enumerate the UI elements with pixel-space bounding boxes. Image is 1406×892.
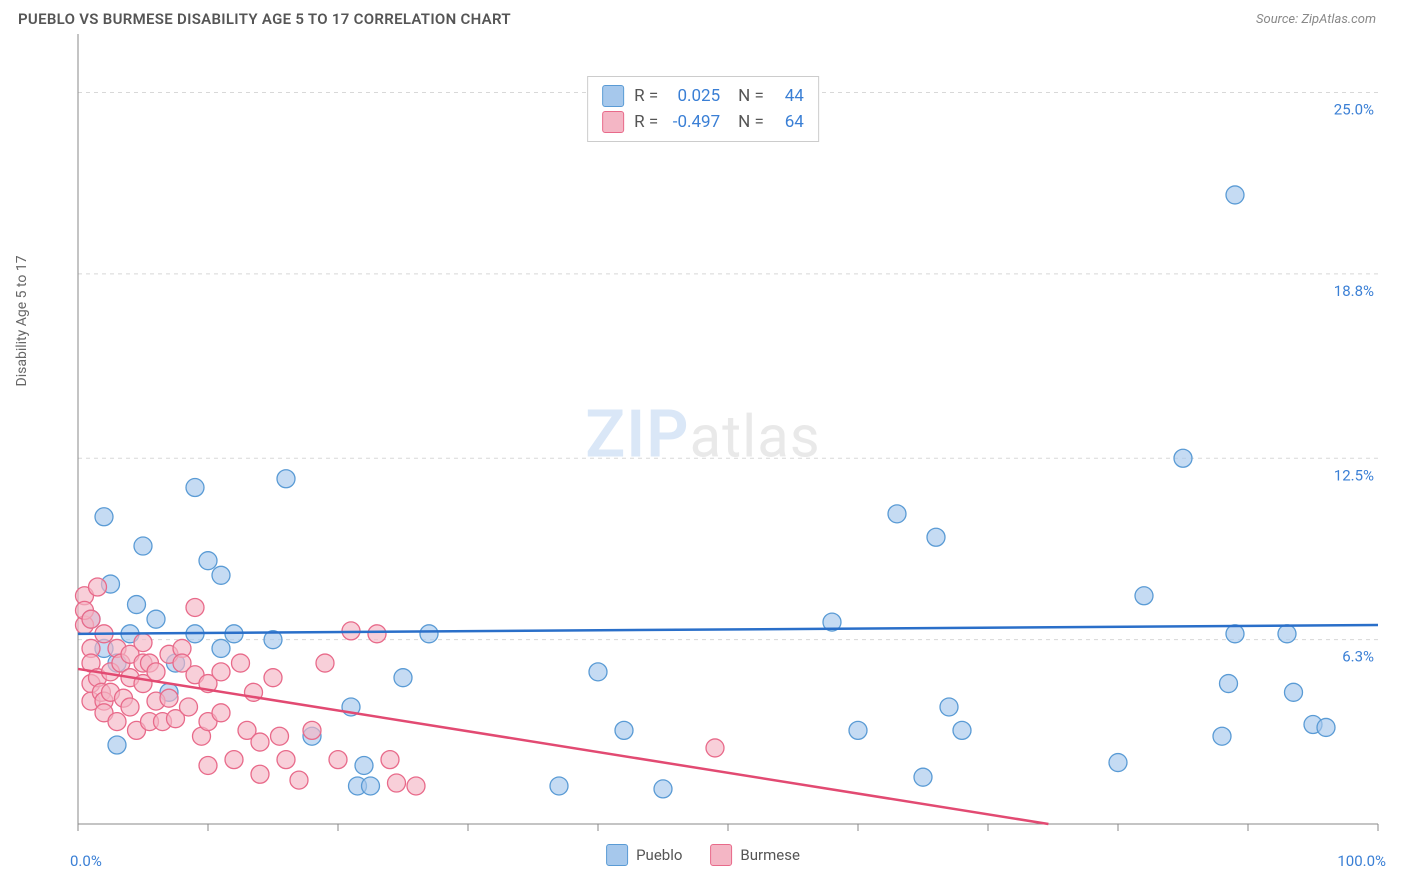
- data-point: [589, 663, 607, 681]
- data-point: [654, 780, 672, 798]
- legend-swatch: [602, 85, 624, 107]
- stats-row: R = 0.025 N = 44: [602, 83, 804, 109]
- data-point: [1278, 625, 1296, 643]
- scatter-plot-svg: 6.3% 12.5% 18.8% 25.0%: [18, 34, 1388, 854]
- data-point: [303, 721, 321, 739]
- data-point: [82, 610, 100, 628]
- data-point: [108, 713, 126, 731]
- stat-n-value: 64: [774, 112, 804, 132]
- data-point: [849, 721, 867, 739]
- data-point: [888, 505, 906, 523]
- data-point: [271, 727, 289, 745]
- correlation-stats-box: R = 0.025 N = 44 R = -0.497 N = 64: [587, 76, 819, 142]
- y-axis-label: Disability Age 5 to 17: [14, 255, 30, 386]
- data-point: [368, 625, 386, 643]
- data-point: [420, 625, 438, 643]
- data-point: [394, 669, 412, 687]
- x-axis-max-label: 100.0%: [1337, 852, 1386, 870]
- data-point: [147, 610, 165, 628]
- data-point: [212, 639, 230, 657]
- data-point: [407, 777, 425, 795]
- y-tick-label: 12.5%: [1334, 466, 1374, 484]
- data-point: [134, 634, 152, 652]
- data-point: [160, 689, 178, 707]
- stat-n-label: N =: [738, 112, 764, 132]
- stat-r-value: 0.025: [668, 86, 720, 106]
- data-point: [199, 552, 217, 570]
- data-point: [95, 508, 113, 526]
- stat-r-label: R =: [634, 112, 658, 132]
- legend-label: Burmese: [740, 846, 800, 864]
- legend-swatch: [710, 844, 732, 866]
- legend-swatch: [606, 844, 628, 866]
- data-point: [1220, 675, 1238, 693]
- data-point: [381, 751, 399, 769]
- data-point: [225, 751, 243, 769]
- data-point: [108, 736, 126, 754]
- data-point: [89, 578, 107, 596]
- y-tick-label: 25.0%: [1334, 101, 1374, 119]
- data-point: [212, 566, 230, 584]
- data-point: [199, 756, 217, 774]
- data-point: [186, 598, 204, 616]
- legend-label: Pueblo: [636, 846, 682, 864]
- data-point: [277, 470, 295, 488]
- data-point: [316, 654, 334, 672]
- chart-title: PUEBLO VS BURMESE DISABILITY AGE 5 TO 17…: [18, 10, 511, 28]
- legend-swatch: [602, 111, 624, 133]
- stat-n-label: N =: [738, 86, 764, 106]
- data-point: [550, 777, 568, 795]
- data-point: [927, 528, 945, 546]
- data-point: [290, 771, 308, 789]
- x-axis-min-label: 0.0%: [70, 852, 102, 870]
- data-point: [186, 479, 204, 497]
- data-point: [212, 704, 230, 722]
- data-point: [1135, 587, 1153, 605]
- data-point: [329, 751, 347, 769]
- data-point: [388, 774, 406, 792]
- y-tick-label: 18.8%: [1334, 282, 1374, 300]
- chart-header: PUEBLO VS BURMESE DISABILITY AGE 5 TO 17…: [0, 0, 1406, 34]
- data-point: [940, 698, 958, 716]
- data-point: [1213, 727, 1231, 745]
- data-point: [953, 721, 971, 739]
- data-point: [232, 654, 250, 672]
- data-point: [180, 698, 198, 716]
- stat-r-value: -0.497: [668, 112, 720, 132]
- stat-n-value: 44: [774, 86, 804, 106]
- stat-r-label: R =: [634, 86, 658, 106]
- data-point: [362, 777, 380, 795]
- data-point: [277, 751, 295, 769]
- data-point: [355, 756, 373, 774]
- data-point: [706, 739, 724, 757]
- data-point: [615, 721, 633, 739]
- stats-row: R = -0.497 N = 64: [602, 109, 804, 135]
- legend: Pueblo Burmese: [606, 844, 800, 866]
- data-point: [1226, 186, 1244, 204]
- data-point: [1285, 683, 1303, 701]
- trend-line: [78, 625, 1378, 634]
- legend-item: Pueblo: [606, 844, 682, 866]
- source-attribution: Source: ZipAtlas.com: [1256, 12, 1376, 27]
- data-point: [1226, 625, 1244, 643]
- data-point: [121, 698, 139, 716]
- trend-line: [78, 669, 1048, 824]
- data-point: [147, 663, 165, 681]
- data-point: [134, 537, 152, 555]
- data-point: [1109, 754, 1127, 772]
- data-point: [212, 663, 230, 681]
- data-point: [251, 733, 269, 751]
- legend-item: Burmese: [710, 844, 800, 866]
- y-tick-label: 6.3%: [1342, 648, 1374, 666]
- data-point: [1317, 718, 1335, 736]
- data-point: [1174, 449, 1192, 467]
- data-point: [128, 596, 146, 614]
- chart-area: Disability Age 5 to 17 6.3%12.5%18.8%25.…: [18, 34, 1388, 870]
- data-point: [264, 669, 282, 687]
- data-point: [914, 768, 932, 786]
- data-point: [251, 765, 269, 783]
